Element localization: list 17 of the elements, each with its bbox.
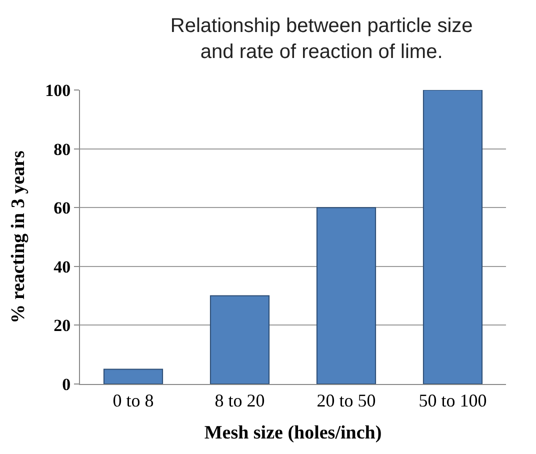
x-tick-label: 0 to 8	[112, 390, 154, 411]
bar	[316, 207, 376, 384]
bar	[422, 90, 483, 384]
bar	[210, 295, 270, 384]
y-tick-label: 40	[54, 257, 71, 276]
x-tick-label: 50 to 100	[418, 390, 487, 411]
y-tick-label: 0	[62, 374, 71, 394]
x-tick-label: 20 to 50	[316, 390, 376, 411]
y-tick-label: 60	[54, 198, 71, 218]
y-axis-title: % reacting in 3 years	[8, 150, 29, 324]
y-tick-label: 100	[45, 80, 71, 100]
y-tick-label: 20	[54, 316, 71, 336]
bar	[103, 368, 164, 384]
chart-title: Relationship between particle size and rate of reaction of lime.	[170, 14, 473, 63]
x-axis-title: Mesh size (holes/inch)	[204, 422, 382, 444]
x-tick-label: 8 to 20	[214, 390, 265, 411]
y-tick-label: 80	[54, 140, 71, 159]
